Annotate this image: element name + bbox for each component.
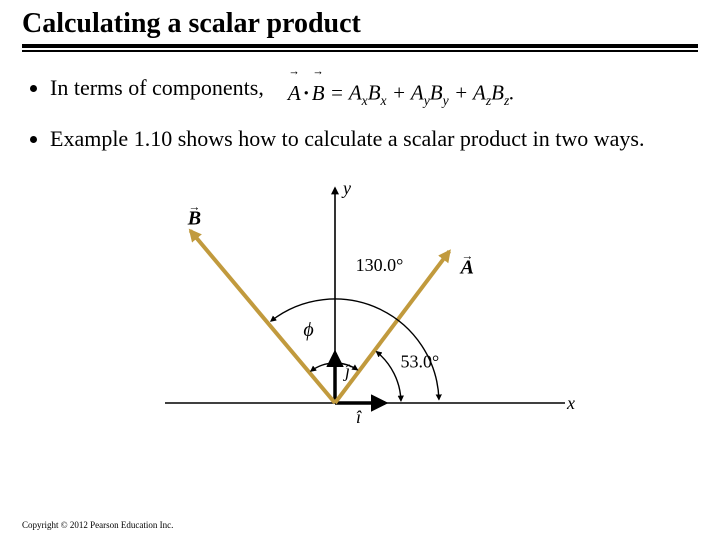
svg-text:y: y: [341, 178, 351, 198]
scalar-product-formula: A·B = AxBx + AyBy + AzBz.: [288, 66, 515, 110]
bullet-2: Example 1.10 shows how to calculate a sc…: [50, 124, 698, 154]
svg-text:î: î: [356, 407, 362, 427]
vector-figure-wrap: xyîĵ→A→B53.0°130.0°ϕ: [22, 168, 698, 463]
slide-title: Calculating a scalar product: [22, 8, 698, 40]
bullet-list: In terms of components, A·B = AxBx + AyB…: [22, 66, 698, 154]
svg-text:B: B: [187, 208, 201, 230]
svg-text:x: x: [566, 393, 575, 413]
vector-figure: xyîĵ→A→B53.0°130.0°ϕ: [145, 168, 575, 458]
svg-text:130.0°: 130.0°: [356, 255, 404, 275]
svg-text:ϕ: ϕ: [303, 319, 313, 341]
title-rule-thin: [22, 50, 698, 52]
title-rule-thick: [22, 44, 698, 48]
bullet-1: In terms of components, A·B = AxBx + AyB…: [50, 66, 698, 110]
copyright-text: Copyright © 2012 Pearson Education Inc.: [22, 520, 173, 530]
svg-text:A: A: [459, 256, 474, 278]
bullet-1-text: In terms of components,: [50, 73, 264, 103]
